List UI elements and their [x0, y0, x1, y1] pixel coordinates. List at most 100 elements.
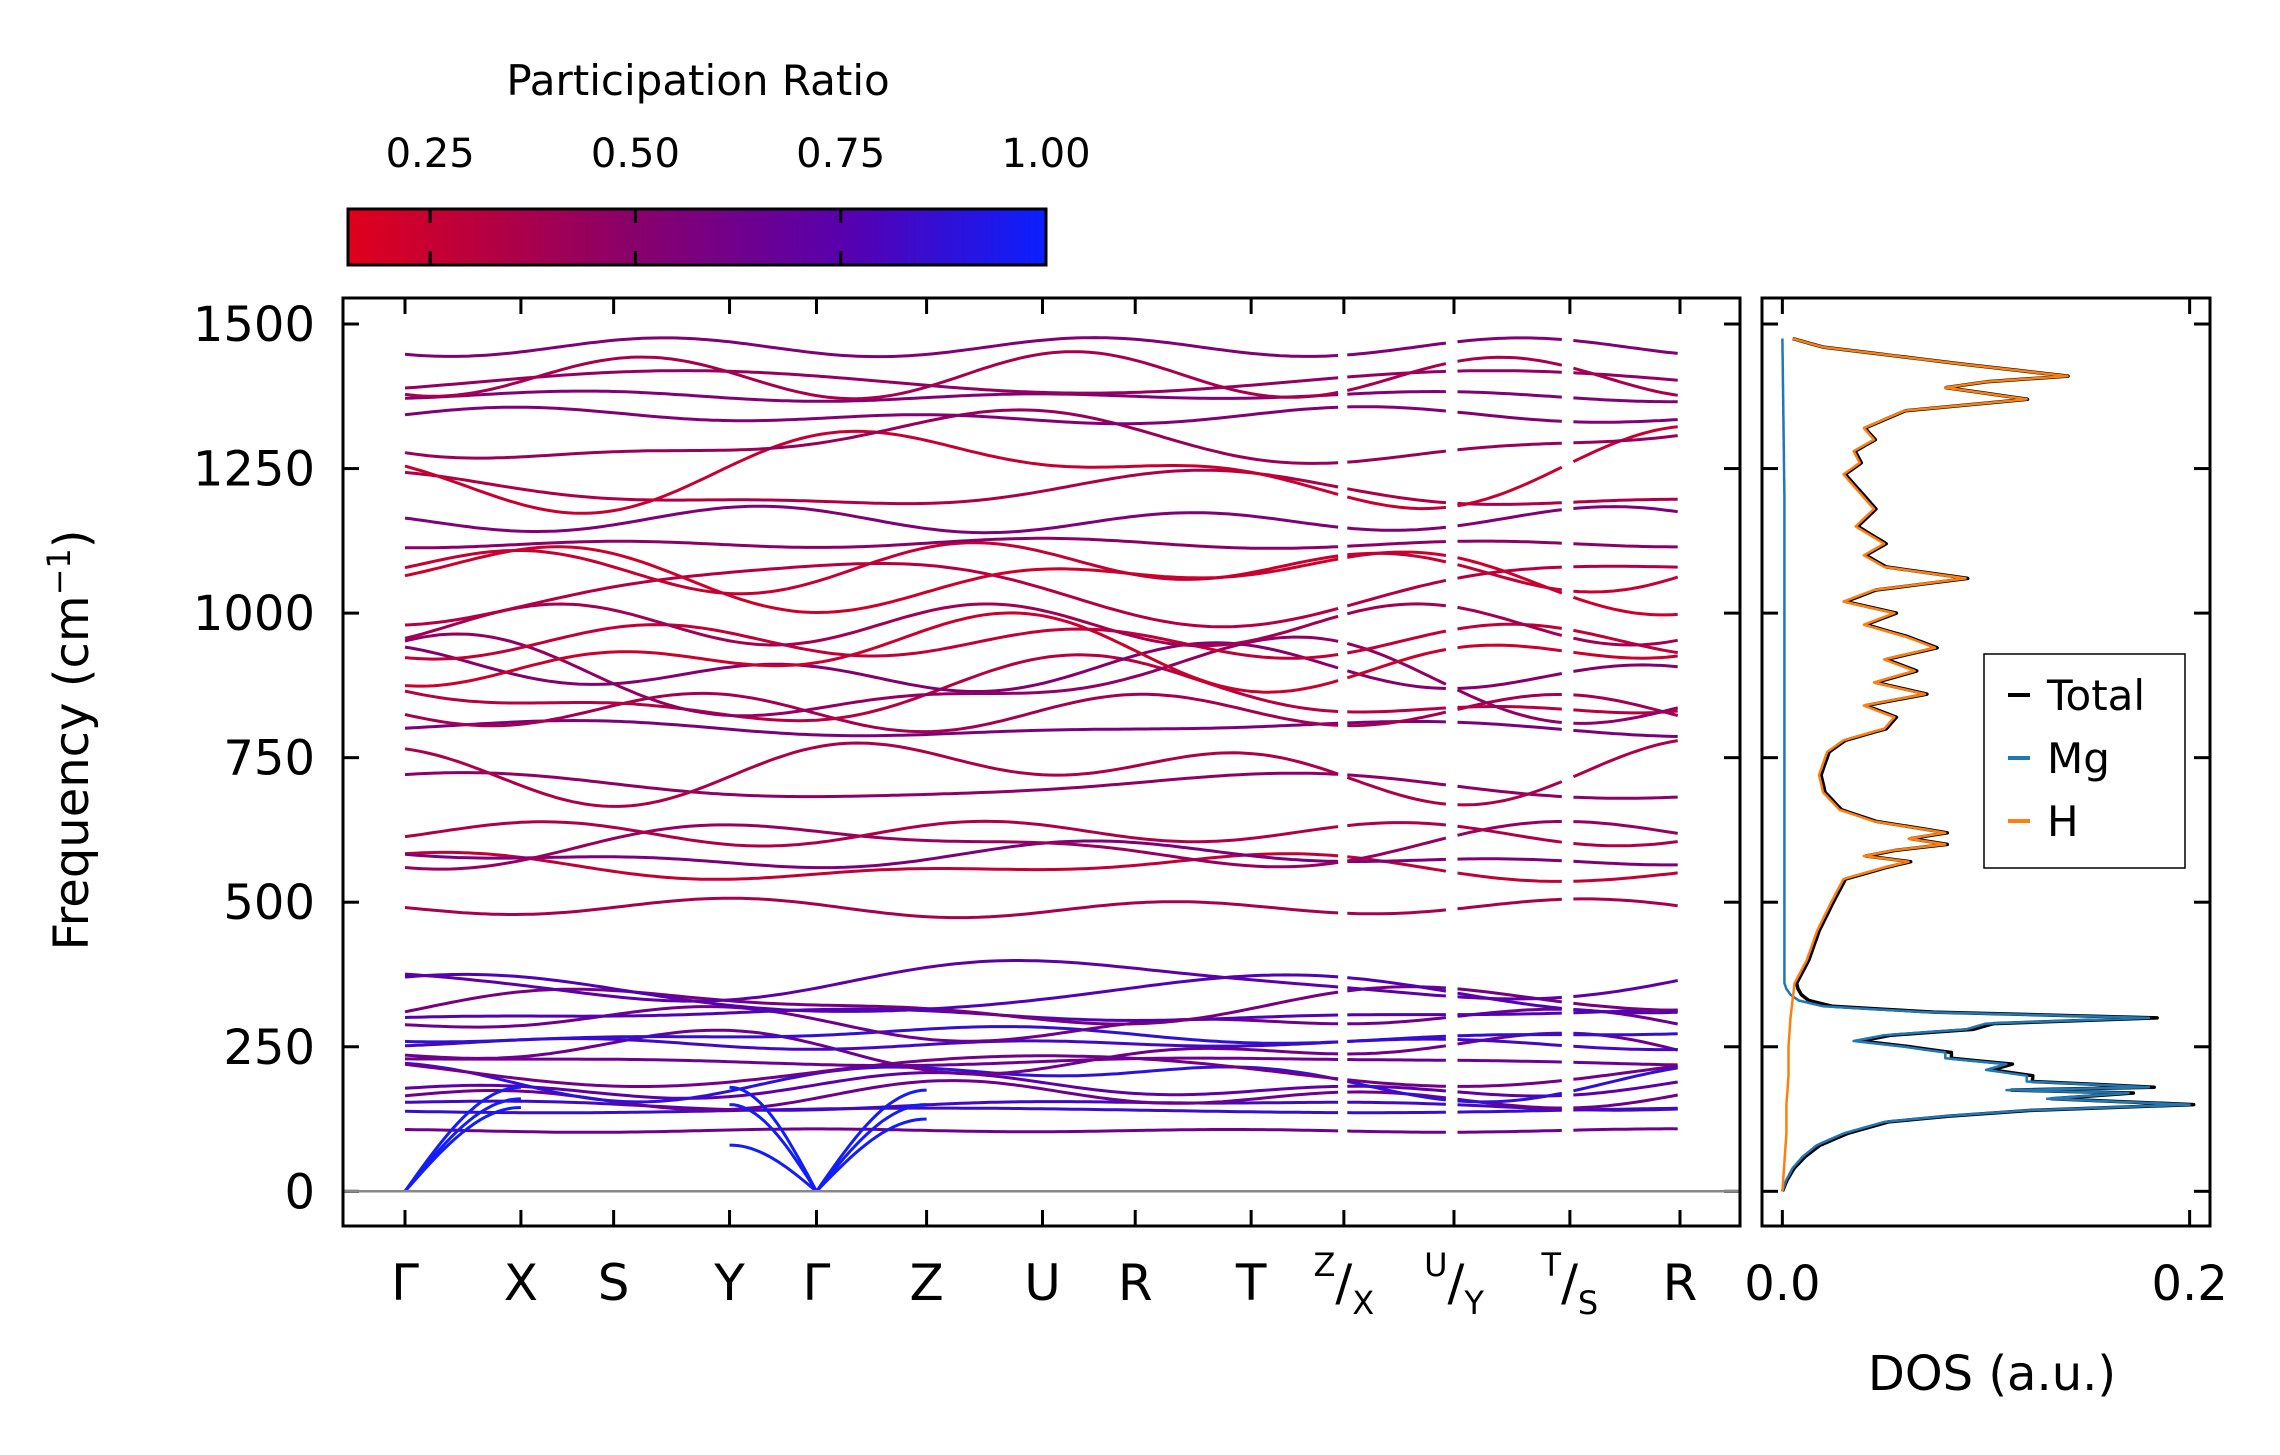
- phonon-band: [405, 536, 1339, 550]
- band-lines: [403, 336, 1679, 1193]
- phonon-band: [404, 389, 1339, 403]
- phonon-band: [1457, 441, 1562, 452]
- dos-h-line: [1781, 337, 2069, 1192]
- phonon-band: [1573, 1001, 1678, 1012]
- phonon-band: [1457, 1038, 1562, 1047]
- legend-label-mg: Mg: [2047, 734, 2110, 783]
- x-label-sup: Z: [1314, 1246, 1336, 1284]
- phonon-band: [404, 771, 1339, 799]
- phonon-band: [1573, 1066, 1678, 1093]
- acoustic-branch: [729, 1143, 818, 1193]
- phonon-band: [1347, 389, 1446, 396]
- phonon-band: [1573, 497, 1678, 504]
- x-tick-label: X: [504, 1254, 538, 1312]
- phonon-band: [1572, 425, 1678, 463]
- phonon-band: [1572, 739, 1678, 779]
- phonon-band: [1573, 1060, 1678, 1067]
- phonon-band: [1347, 821, 1447, 828]
- phonon-band: [1347, 857, 1446, 863]
- acoustic-branch: [403, 1085, 522, 1193]
- phonon-band: [404, 819, 1339, 848]
- phonon-band: [1347, 1100, 1446, 1106]
- phonon-band: [1572, 595, 1678, 617]
- phonon-band: [1573, 628, 1678, 655]
- acoustic-branch: [403, 1097, 521, 1193]
- phonon-band: [404, 468, 1339, 506]
- phonon-band: [1573, 636, 1678, 647]
- colorbar-title: Participation Ratio: [506, 56, 889, 105]
- phonon-band: [1457, 1058, 1562, 1064]
- y-tick-label: 1000: [193, 586, 315, 642]
- phonon-band: [1346, 648, 1447, 680]
- legend-label-total: Total: [2046, 671, 2145, 720]
- phonon-band: [1457, 539, 1562, 545]
- phonon-band: [404, 653, 1339, 723]
- phonon-band: [404, 602, 1339, 648]
- phonon-band: [1457, 995, 1562, 1001]
- phonon-band: [1346, 578, 1447, 608]
- phonon-band: [404, 850, 1339, 881]
- dos-legend: Total Mg H: [1983, 653, 2186, 869]
- phonon-band: [1347, 836, 1447, 863]
- phonon-band: [1573, 575, 1679, 594]
- phonon-band: [1346, 775, 1447, 806]
- x-label-main: /: [1447, 1254, 1464, 1312]
- acoustic-branch: [729, 1103, 818, 1193]
- acoustic-branch: [729, 1085, 818, 1193]
- phonon-band: [1347, 1044, 1447, 1056]
- x-tick-label: R: [1663, 1254, 1698, 1312]
- phonon-band: [404, 896, 1339, 920]
- phonon-band: [1457, 897, 1562, 911]
- x-tick-label: T: [1235, 1254, 1267, 1312]
- x-tick-label: Γ: [803, 1254, 831, 1312]
- phonon-band: [1457, 643, 1563, 653]
- phonon-band: [1573, 1093, 1678, 1110]
- phonon-band: [1573, 396, 1678, 404]
- phonon-band: [1457, 672, 1563, 690]
- dos-x-axis-label: DOS (a.u.): [1868, 1346, 2116, 1402]
- acoustic-branch: [403, 1106, 521, 1193]
- phonon-band: [1457, 508, 1562, 528]
- phonon-band: [1457, 871, 1562, 883]
- x-tick-label: Z: [909, 1254, 943, 1312]
- dos-mg-line: [1781, 338, 2191, 1192]
- phonon-band: [1457, 390, 1562, 399]
- phonon-band: [1457, 465, 1563, 508]
- phonon-band: [1573, 979, 1679, 998]
- dos-plot-frame: [1760, 296, 2212, 1228]
- phonon-band: [1457, 991, 1562, 1010]
- x-label-sup: U: [1424, 1246, 1447, 1284]
- phonon-band: [1457, 824, 1563, 844]
- phonon-band: [404, 691, 1339, 734]
- y-axis-label-close: ): [44, 529, 100, 548]
- phonon-band: [1347, 405, 1447, 413]
- y-axis-label-sup: −1: [40, 548, 78, 595]
- colorbar-ticks: 0.25 0.50 0.75 1.00: [386, 131, 1091, 265]
- phonon-band: [1347, 1058, 1446, 1062]
- phonon-band: [1457, 1079, 1562, 1088]
- phonon-band: [1457, 857, 1562, 863]
- phonon-band: [1347, 629, 1447, 655]
- x-tick-label: R: [1118, 1254, 1153, 1312]
- phonon-band: [404, 1061, 1339, 1104]
- phonon-band: [1573, 1032, 1678, 1037]
- phonon-band: [404, 839, 1339, 870]
- phonon-band: [404, 562, 1339, 629]
- phonon-band: [1573, 1127, 1678, 1132]
- x-label-sub: S: [1578, 1284, 1598, 1322]
- phonon-band: [1573, 663, 1678, 673]
- phonon-band: [1573, 859, 1678, 867]
- phonon-band: [1457, 501, 1562, 506]
- phonon-band: [1347, 540, 1446, 548]
- phonon-band: [1573, 542, 1678, 549]
- legend-frame: [1983, 653, 2186, 869]
- phonon-band: [404, 741, 1339, 808]
- phonon-band: [1347, 1078, 1446, 1088]
- phonon-band: [1347, 1129, 1446, 1134]
- phonon-band: [1457, 1108, 1562, 1114]
- phonon-band: [1347, 1034, 1446, 1043]
- phonon-band: [1457, 355, 1563, 367]
- acoustic-branch: [815, 1117, 927, 1193]
- phonon-band: [404, 350, 1339, 401]
- y-tick-label: 250: [223, 1020, 315, 1076]
